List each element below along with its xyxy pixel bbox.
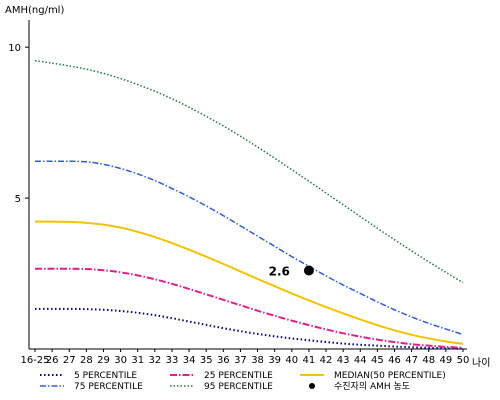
x-tick-label: 41 xyxy=(303,355,316,366)
x-tick-label: 27 xyxy=(63,355,76,366)
x-tick-label: 35 xyxy=(200,355,213,366)
x-tick-label: 43 xyxy=(337,355,350,366)
series-line-0 xyxy=(34,307,464,350)
x-tick-label: 49 xyxy=(440,355,453,366)
x-tick-label: 38 xyxy=(251,355,264,366)
x-tick-label: 47 xyxy=(405,355,418,366)
x-tick-label: 45 xyxy=(371,355,384,366)
legend-label-1: 25 PERCENTILE xyxy=(204,371,273,381)
percentile-lines xyxy=(34,60,464,350)
x-tick-label: 28 xyxy=(80,355,93,366)
patient-value-label: 2.6 xyxy=(269,265,290,279)
legend-label-0: 5 PERCENTILE xyxy=(74,371,137,381)
legend: 5 PERCENTILE 25 PERCENTILE MEDIAN(50 PERCE… xyxy=(40,371,446,392)
patient-point xyxy=(303,265,314,276)
x-tick-label: 44 xyxy=(354,355,367,366)
series-line-3 xyxy=(34,60,464,284)
x-tick-label: 33 xyxy=(166,355,179,366)
x-tick-label: 48 xyxy=(422,355,435,366)
legend-label-3: 75 PERCENTILE xyxy=(74,382,143,392)
x-tick-label: 29 xyxy=(97,355,110,366)
legend-label-5: 수진자의 AMH 농도 xyxy=(334,381,410,392)
y-tick-label: 5 xyxy=(15,194,21,205)
x-tick-label: 34 xyxy=(183,355,196,366)
series-line-1 xyxy=(35,160,464,336)
legend-label-4: 95 PERCENTILE xyxy=(204,382,273,392)
x-tick-label: 16-25 xyxy=(20,355,49,366)
x-tick-label: 50 xyxy=(457,355,470,366)
x-tick-label: 32 xyxy=(148,355,161,366)
x-tick-label: 36 xyxy=(217,355,230,366)
y-axis-label: AMH(ng/ml) xyxy=(5,5,64,16)
x-tick-label: 31 xyxy=(131,355,144,366)
y-tick-label: 10 xyxy=(8,43,21,54)
series-line-2 xyxy=(35,267,464,349)
x-tick-label: 46 xyxy=(388,355,401,366)
patient-marker: 2.6 xyxy=(269,265,314,279)
series-line-4 xyxy=(34,220,464,345)
x-tick-label: 37 xyxy=(234,355,247,366)
legend-swatch-point xyxy=(309,383,315,389)
legend-label-2: MEDIAN(50 PERCENTILE) xyxy=(334,371,446,381)
x-tick-label: 30 xyxy=(114,355,127,366)
x-tick-label: 39 xyxy=(268,355,281,366)
x-tick-label: 26 xyxy=(46,355,59,366)
x-tick-label: 40 xyxy=(285,355,298,366)
x-axis-label: 나이 xyxy=(472,357,490,369)
x-tick-label: 42 xyxy=(320,355,333,366)
